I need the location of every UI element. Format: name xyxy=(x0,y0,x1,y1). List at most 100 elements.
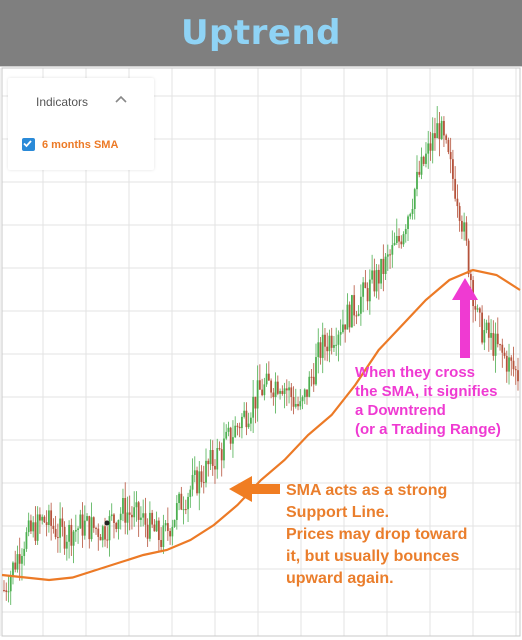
candle-up xyxy=(83,520,86,536)
candle-up xyxy=(193,470,196,475)
candle-up xyxy=(483,330,486,343)
candle-down xyxy=(14,562,17,570)
candle-down xyxy=(131,514,133,518)
candle-up xyxy=(413,189,416,210)
candle-up xyxy=(386,254,389,257)
candle-down xyxy=(92,517,95,528)
candle-up xyxy=(391,245,394,255)
candle-up xyxy=(27,520,30,533)
candle-down xyxy=(292,397,295,407)
candle-up xyxy=(308,376,311,397)
candle-up xyxy=(328,335,331,352)
candle-up xyxy=(23,548,26,556)
candle-up xyxy=(252,396,255,418)
candle-down xyxy=(400,241,403,245)
candle-down xyxy=(460,220,463,232)
candle-up xyxy=(411,209,414,214)
candle-up xyxy=(90,517,93,540)
candle-up xyxy=(357,313,360,316)
candle-down xyxy=(366,288,369,302)
candle-down xyxy=(467,240,470,275)
candle-up xyxy=(148,512,151,539)
candle-up xyxy=(315,357,317,385)
candle-up xyxy=(86,516,88,521)
candle-up xyxy=(263,384,266,396)
candle-up xyxy=(494,333,497,356)
candle-up xyxy=(425,153,427,164)
candle-down xyxy=(229,427,232,444)
candle-down xyxy=(34,522,37,541)
candle-down xyxy=(503,352,506,356)
candle-up xyxy=(265,373,268,385)
candle-down xyxy=(438,123,441,140)
candle-up xyxy=(362,282,365,297)
candle-down xyxy=(88,516,91,540)
candle-up xyxy=(463,222,466,232)
candle-down xyxy=(355,315,358,317)
candle-down xyxy=(115,522,118,529)
candle-up xyxy=(36,514,39,541)
candle-down xyxy=(180,493,183,510)
chevron-up-icon[interactable] xyxy=(114,92,128,106)
candle-up xyxy=(346,304,349,330)
candle-up xyxy=(133,507,136,518)
candle-down xyxy=(236,425,239,427)
candlesticks xyxy=(3,106,519,605)
candle-up xyxy=(321,334,324,358)
candle-up xyxy=(142,513,145,518)
candle-up xyxy=(77,528,79,530)
candle-down xyxy=(238,426,241,429)
candle-down xyxy=(443,120,445,136)
candle-down xyxy=(373,270,376,292)
candle-down xyxy=(45,522,48,525)
candle-down xyxy=(281,391,284,394)
candle-up xyxy=(375,269,378,292)
candle-down xyxy=(501,344,504,353)
candle-down xyxy=(267,373,270,381)
candle-up xyxy=(32,522,35,532)
candle-down xyxy=(319,342,322,358)
candle-down xyxy=(382,258,385,274)
candle-down xyxy=(290,387,293,398)
candle-down xyxy=(496,333,499,345)
candle-up xyxy=(227,427,230,432)
candle-down xyxy=(63,526,66,549)
candle-up xyxy=(171,526,174,537)
candle-down xyxy=(50,510,53,526)
candle-up xyxy=(162,525,165,547)
candle-down xyxy=(285,388,288,391)
sma-checkbox[interactable] xyxy=(22,138,35,151)
candle-down xyxy=(200,471,203,482)
candle-up xyxy=(41,516,44,521)
candle-up xyxy=(12,562,14,576)
candle-down xyxy=(70,524,73,546)
candle-down xyxy=(3,590,5,591)
candle-up xyxy=(155,520,158,532)
candle-down xyxy=(270,380,273,393)
sma-label[interactable]: 6 months SMA xyxy=(42,139,119,151)
candle-down xyxy=(398,235,400,242)
candle-down xyxy=(324,334,326,347)
candle-down xyxy=(429,143,432,151)
candle-down xyxy=(245,410,248,428)
candle-down xyxy=(487,322,490,338)
candle-up xyxy=(74,529,77,532)
candle-down xyxy=(30,520,32,532)
candle-up xyxy=(371,270,374,280)
candle-up xyxy=(420,156,423,175)
candle-up xyxy=(7,591,10,593)
candle-down xyxy=(326,346,329,352)
candle-up xyxy=(384,256,387,274)
candle-down xyxy=(169,530,171,537)
candle-down xyxy=(452,159,454,179)
candle-up xyxy=(175,503,178,520)
candle-down xyxy=(113,514,115,523)
candle-down xyxy=(422,156,425,164)
candle-up xyxy=(122,497,124,514)
candle-down xyxy=(458,206,461,221)
candle-down xyxy=(220,449,223,461)
candle-down xyxy=(207,460,210,465)
candle-down xyxy=(146,524,149,539)
candle-up xyxy=(164,523,167,526)
